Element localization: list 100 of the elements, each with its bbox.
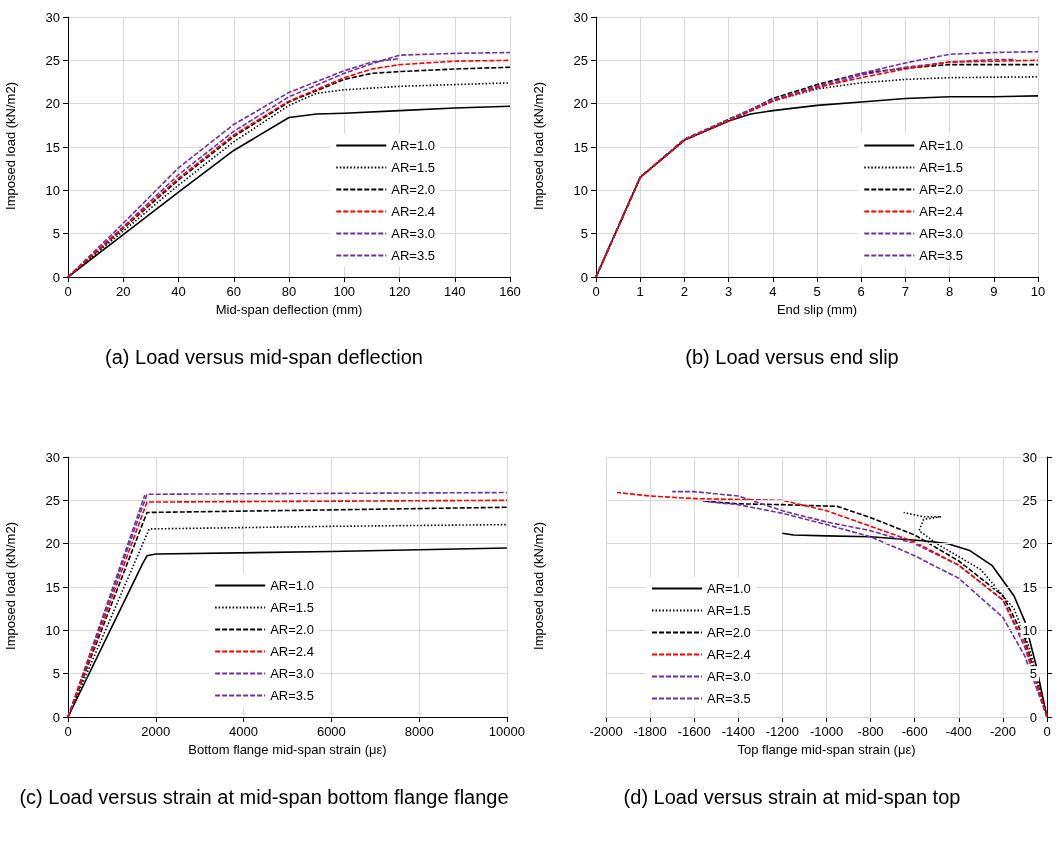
y-tick-label: 20	[1022, 536, 1037, 552]
y-tick-label: 15	[1022, 579, 1037, 595]
x-tick-label: 2000	[141, 724, 171, 739]
x-tick-label: 5	[813, 284, 821, 299]
y-axis-title: Imposed load (kN/m2)	[531, 81, 546, 210]
y-tick-label: 25	[1022, 492, 1037, 508]
x-tick-label: -200	[989, 724, 1016, 739]
y-tick-label: 0	[52, 709, 60, 725]
x-axis-title: Top flange mid-span strain (με)	[737, 741, 916, 757]
y-axis-title: Imposed load (kN/m2)	[3, 521, 18, 650]
x-tick-label: 1	[636, 284, 644, 299]
y-tick-label: 15	[573, 139, 588, 155]
x-tick-label: 140	[443, 284, 466, 299]
x-tick-label: 120	[388, 284, 411, 299]
y-tick-label: 10	[1022, 622, 1037, 638]
y-tick-label: 30	[45, 449, 60, 465]
x-tick-label: -1000	[809, 724, 844, 739]
x-tick-label: 10000	[488, 724, 525, 739]
legend-label: AR=1.5	[391, 160, 436, 175]
x-axis-title: Mid-span deflection (mm)	[215, 301, 363, 317]
x-tick-label: 6000	[316, 724, 346, 739]
x-tick-label: -1400	[721, 724, 755, 739]
legend-label: AR=3.0	[391, 226, 436, 241]
legend-label: AR=3.5	[391, 248, 436, 263]
x-tick-label: 60	[226, 284, 241, 299]
text: (a) Load versus mid-span deflection	[105, 346, 423, 368]
legend-label: AR=1.5	[919, 160, 964, 175]
legend-label: AR=3.5	[919, 248, 964, 263]
y-tick-label: 20	[45, 536, 60, 552]
y-tick-label: 15	[45, 139, 60, 155]
legend-label: AR=1.0	[391, 138, 436, 153]
x-tick-label: 6	[857, 284, 865, 299]
legend-label: AR=2.0	[707, 625, 751, 640]
y-tick-label: 0	[52, 269, 60, 285]
x-tick-label: -1200	[765, 724, 800, 739]
x-tick-label: 8000	[404, 724, 434, 739]
y-tick-label: 0	[1029, 709, 1037, 725]
y-tick-label: 30	[45, 9, 60, 25]
legend-label: AR=1.0	[270, 578, 314, 593]
legend-label: AR=2.4	[919, 204, 964, 219]
x-tick-label: -2000	[589, 724, 623, 739]
x-tick-label: 160	[499, 284, 521, 299]
y-axis-title: Imposed load (kN/m2)	[531, 521, 546, 650]
y-tick-label: 5	[52, 226, 60, 242]
y-tick-label: 0	[580, 269, 588, 285]
y-tick-label: 10	[573, 182, 588, 198]
y-tick-label: 25	[45, 492, 60, 508]
x-tick-label: 0	[592, 284, 600, 299]
legend-label: AR=2.0	[270, 622, 314, 637]
legend-label: AR=1.0	[707, 581, 751, 596]
y-tick-label: 10	[45, 622, 60, 638]
legend-label: AR=3.5	[707, 691, 751, 706]
x-tick-label: 2	[680, 284, 689, 299]
x-tick-label: 7	[901, 284, 910, 299]
x-tick-label: 100	[333, 284, 356, 299]
y-tick-label: 25	[573, 52, 588, 68]
y-tick-label: 30	[573, 9, 588, 25]
legend-label: AR=2.0	[919, 182, 964, 197]
y-tick-label: 10	[45, 182, 60, 198]
x-tick-label: 4000	[229, 724, 259, 739]
legend-label: AR=2.4	[270, 644, 314, 659]
text: (c) Load versus strain at mid-span bottom flange flange	[19, 786, 509, 808]
text: (b) Load versus end slip	[685, 346, 899, 368]
legend-label: AR=3.0	[919, 226, 964, 241]
legend-label: AR=3.5	[270, 688, 314, 703]
text: (d) Load versus strain at mid-span top	[623, 786, 961, 808]
x-tick-label: -1600	[677, 724, 711, 739]
x-tick-label: 4	[769, 284, 777, 299]
legend-label: AR=1.5	[707, 603, 751, 618]
y-tick-label: 5	[1029, 666, 1037, 682]
x-tick-label: 3	[724, 284, 733, 299]
legend-label: AR=3.0	[270, 666, 314, 681]
y-tick-label: 25	[45, 52, 60, 68]
x-axis-title: Bottom flange mid-span strain (με)	[188, 741, 387, 757]
legend-label: AR=1.5	[270, 600, 314, 615]
x-tick-label: 0	[64, 284, 72, 299]
x-tick-label: 0	[1043, 724, 1051, 739]
legend-label: AR=1.0	[919, 138, 964, 153]
y-tick-label: 5	[580, 226, 588, 242]
y-tick-label: 20	[45, 96, 60, 112]
x-tick-label: 0	[64, 724, 72, 739]
x-axis-title: End slip (mm)	[776, 301, 858, 317]
x-tick-label: -1800	[633, 724, 667, 739]
legend-label: AR=2.4	[391, 204, 436, 219]
x-tick-label: 40	[171, 284, 186, 299]
x-tick-label: 8	[945, 284, 954, 299]
x-tick-label: -400	[945, 724, 972, 739]
legend-label: AR=2.4	[707, 647, 751, 662]
y-tick-label: 20	[573, 96, 588, 112]
x-tick-label: -800	[857, 724, 884, 739]
x-tick-label: -600	[901, 724, 928, 739]
x-tick-label: 80	[281, 284, 297, 299]
y-axis-title: Imposed load (kN/m2)	[3, 81, 18, 210]
legend-label: AR=2.0	[391, 182, 436, 197]
x-tick-label: 9	[990, 284, 998, 299]
y-tick-label: 15	[45, 579, 60, 595]
x-tick-label: 20	[116, 284, 131, 299]
legend-label: AR=3.0	[707, 669, 751, 684]
y-tick-label: 30	[1022, 449, 1037, 465]
y-tick-label: 5	[52, 666, 60, 682]
